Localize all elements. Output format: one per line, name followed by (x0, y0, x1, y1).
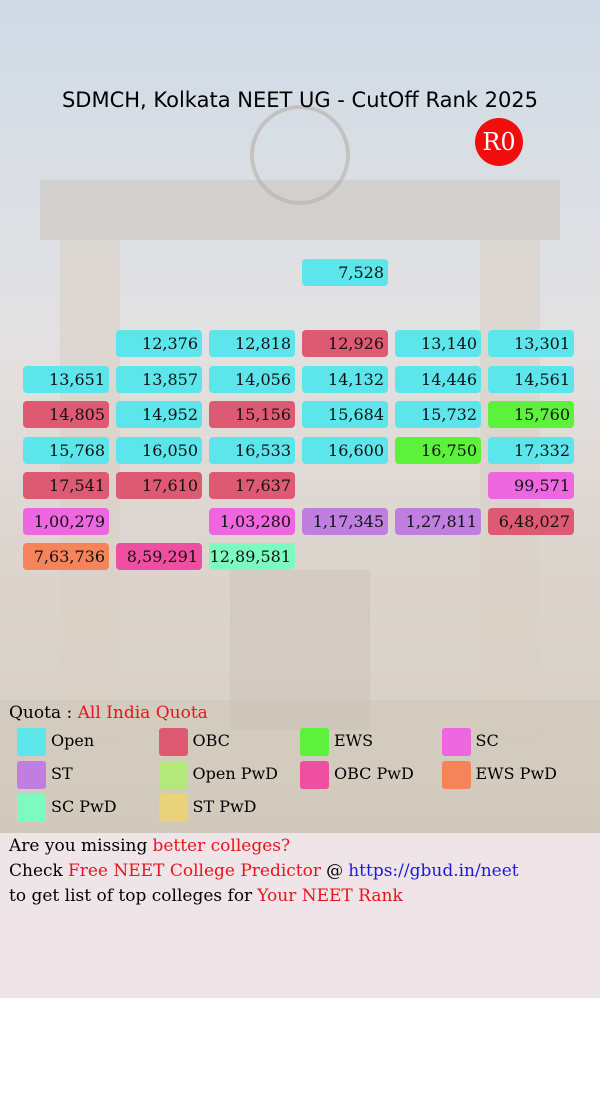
rank-cell: 15,684 (302, 401, 388, 428)
legend-label: EWS PwD (475, 764, 557, 783)
quota-label: Quota : (9, 703, 73, 723)
legend-label: OBC (192, 731, 230, 750)
footer-text: https://gbud.in/neet (348, 861, 519, 881)
legend-label: SC PwD (51, 797, 117, 816)
rank-cell: 14,132 (302, 365, 388, 393)
rank-cell: 12,89,581 (209, 543, 295, 570)
legend-label: EWS (334, 731, 374, 750)
rank-cell: 13,301 (488, 330, 574, 357)
rank-cell: 7,528 (302, 259, 388, 286)
footer-line: to get list of top colleges for Your NEET… (9, 886, 408, 906)
legend-swatch (158, 794, 188, 822)
rank-cell: 15,760 (488, 401, 574, 428)
rank-cell: 17,541 (23, 472, 109, 499)
rank-cell: 8,59,291 (116, 543, 202, 570)
legend-label: Open PwD (192, 764, 279, 783)
legend-swatch (441, 728, 471, 756)
rank-cell: 14,805 (23, 401, 109, 428)
legend-swatch (17, 761, 46, 789)
rank-cell: 99,571 (488, 472, 574, 499)
rank-cell: 14,952 (116, 401, 202, 428)
rank-cell: 14,056 (209, 365, 295, 393)
rank-cell: 13,140 (395, 330, 481, 357)
legend-swatch (300, 728, 329, 756)
legend-swatch (300, 761, 329, 789)
footer-text: Check (9, 861, 63, 881)
rank-cell: 14,561 (488, 365, 574, 393)
footer-text: @ (326, 861, 344, 881)
legend-label: OBC PwD (334, 764, 414, 783)
title: SDMCH, Kolkata NEET UG - CutOff Rank 202… (61, 88, 539, 112)
rank-cell: 17,637 (209, 472, 295, 499)
rank-cell: 12,376 (116, 330, 202, 357)
rank-cell: 6,48,027 (488, 507, 574, 535)
footer-text: better colleges? (152, 836, 291, 856)
rank-cell: 16,750 (395, 436, 481, 464)
rank-cell: 15,732 (395, 401, 481, 428)
rank-cell: 13,857 (116, 365, 202, 393)
footer: Are you missing better colleges? Check Free… (0, 833, 600, 998)
rank-cell: 15,768 (23, 436, 109, 464)
footer-text: Your NEET Rank (257, 886, 403, 906)
footer-line: Are you missing better colleges? (9, 836, 295, 856)
legend-label: SC (475, 731, 499, 750)
rank-cell: 12,818 (209, 330, 295, 357)
rank-cell: 1,17,345 (302, 507, 388, 535)
quota: Quota : All India Quota (9, 703, 208, 723)
rank-cell: 1,03,280 (209, 507, 295, 535)
legend-swatch (158, 728, 188, 756)
background-art (0, 105, 600, 833)
footer-line: Check Free NEET College Predictor @ https:/… (9, 861, 524, 881)
rank-cell: 7,63,736 (23, 543, 109, 570)
rank-cell: 13,651 (23, 365, 109, 393)
rank-cell: 17,332 (488, 436, 574, 464)
footer-text: Are you missing (9, 836, 148, 856)
legend-label: Open (51, 731, 95, 750)
rank-cell: 17,610 (116, 472, 202, 499)
rank-cell: 15,156 (209, 401, 295, 428)
rank-cell: 16,600 (302, 436, 388, 464)
legend-label: ST PwD (192, 797, 257, 816)
rank-cell: 16,533 (209, 436, 295, 464)
footer-text: Free NEET College Predictor (67, 861, 322, 881)
rank-cell: 1,27,811 (395, 507, 481, 535)
legend-swatch (158, 761, 188, 789)
rank-cell: 16,050 (116, 436, 202, 464)
legend-label: ST (51, 764, 73, 783)
legend-swatch (17, 728, 46, 756)
legend-swatch (17, 794, 46, 822)
legend-swatch (441, 761, 471, 789)
round-badge: R0 (475, 118, 523, 166)
footer-text: to get list of top colleges for (9, 886, 253, 906)
rank-cell: 12,926 (302, 330, 388, 357)
rank-cell: 1,00,279 (23, 507, 109, 535)
rank-cell: 14,446 (395, 365, 481, 393)
quota-value: All India Quota (77, 703, 208, 723)
